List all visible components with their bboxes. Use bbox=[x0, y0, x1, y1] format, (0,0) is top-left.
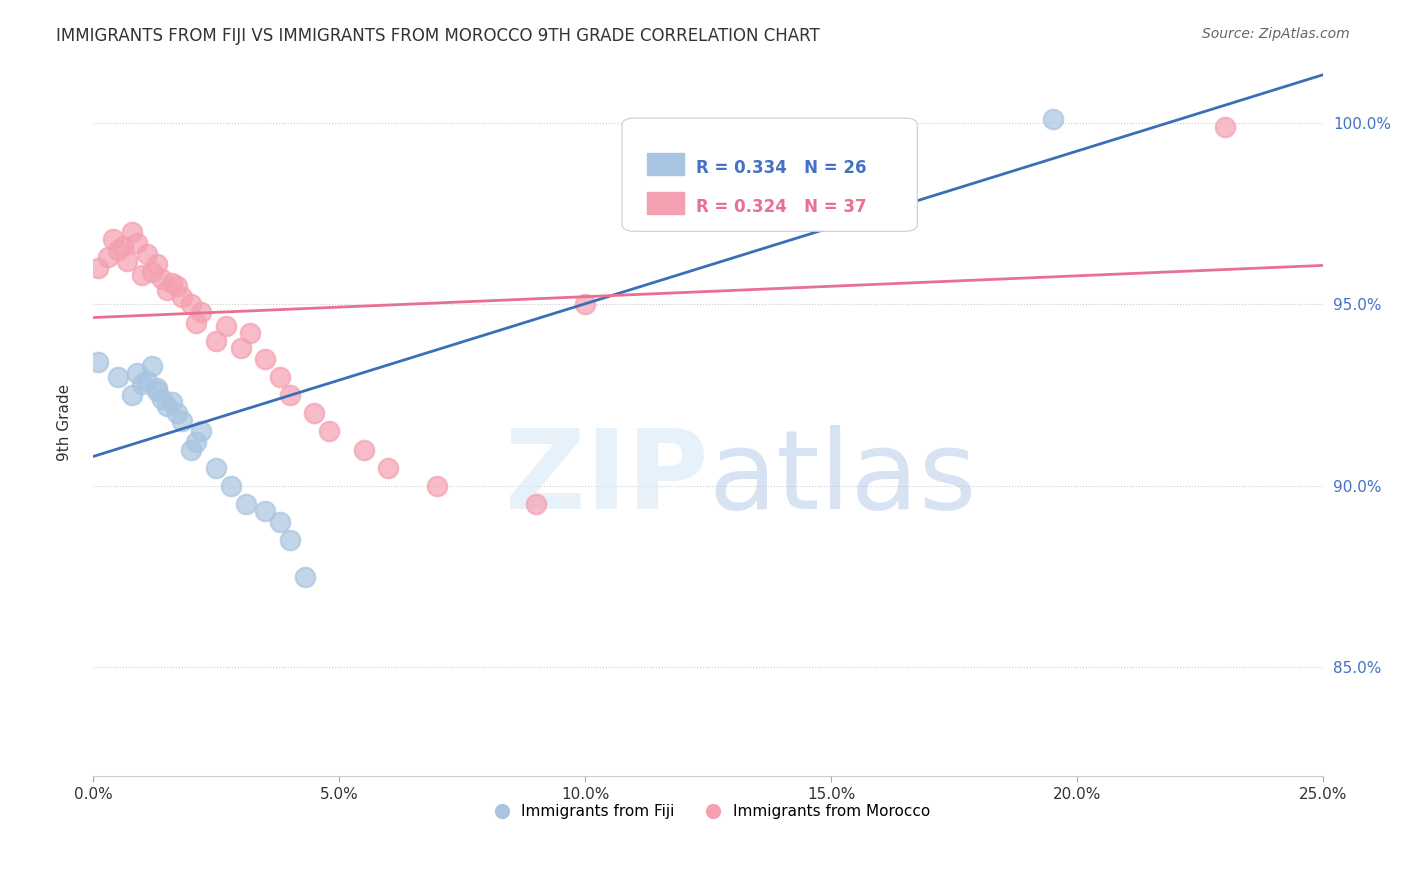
Point bbox=[146, 381, 169, 395]
Text: atlas: atlas bbox=[709, 425, 977, 533]
Point bbox=[318, 425, 340, 439]
Point bbox=[87, 355, 110, 369]
Point bbox=[186, 435, 208, 450]
Point bbox=[229, 341, 252, 355]
Point bbox=[127, 235, 149, 250]
Text: R = 0.334   N = 26: R = 0.334 N = 26 bbox=[696, 159, 866, 177]
Point bbox=[87, 261, 110, 276]
Bar bbox=[647, 193, 683, 213]
Point bbox=[353, 442, 375, 457]
Point bbox=[127, 367, 149, 381]
Point bbox=[117, 253, 139, 268]
Point bbox=[215, 319, 238, 334]
Point bbox=[190, 304, 212, 318]
Point bbox=[239, 326, 262, 341]
Point bbox=[219, 479, 242, 493]
Point bbox=[1042, 112, 1064, 127]
Point bbox=[377, 460, 399, 475]
Point bbox=[190, 425, 212, 439]
Point bbox=[107, 243, 129, 257]
Point bbox=[131, 268, 153, 283]
Point bbox=[235, 497, 257, 511]
Point bbox=[170, 413, 193, 427]
Text: IMMIGRANTS FROM FIJI VS IMMIGRANTS FROM MOROCCO 9TH GRADE CORRELATION CHART: IMMIGRANTS FROM FIJI VS IMMIGRANTS FROM … bbox=[56, 27, 820, 45]
Point bbox=[101, 232, 124, 246]
Point bbox=[269, 370, 291, 384]
Point bbox=[278, 533, 301, 548]
Point bbox=[205, 460, 228, 475]
Point bbox=[121, 225, 143, 239]
Point bbox=[141, 265, 163, 279]
Point bbox=[166, 406, 188, 420]
Point bbox=[186, 316, 208, 330]
Point bbox=[278, 388, 301, 402]
Point bbox=[160, 276, 183, 290]
Bar bbox=[647, 153, 683, 175]
Point bbox=[180, 442, 202, 457]
Point bbox=[131, 377, 153, 392]
Point bbox=[146, 258, 169, 272]
Point bbox=[304, 406, 326, 420]
Point bbox=[524, 497, 547, 511]
FancyBboxPatch shape bbox=[621, 118, 917, 231]
Point bbox=[796, 123, 818, 137]
Point bbox=[254, 504, 277, 518]
Point bbox=[156, 283, 179, 297]
Point bbox=[107, 370, 129, 384]
Point bbox=[166, 279, 188, 293]
Point bbox=[820, 153, 842, 167]
Point bbox=[121, 388, 143, 402]
Point bbox=[205, 334, 228, 348]
Point bbox=[294, 569, 316, 583]
Point bbox=[97, 250, 120, 264]
Point bbox=[136, 374, 159, 388]
Point bbox=[672, 188, 695, 202]
Point bbox=[170, 290, 193, 304]
Point bbox=[146, 384, 169, 399]
Point bbox=[1213, 120, 1236, 134]
Point bbox=[136, 246, 159, 260]
Point bbox=[426, 479, 449, 493]
Legend: Immigrants from Fiji, Immigrants from Morocco: Immigrants from Fiji, Immigrants from Mo… bbox=[479, 798, 936, 825]
Text: R = 0.324   N = 37: R = 0.324 N = 37 bbox=[696, 198, 866, 216]
Point bbox=[141, 359, 163, 373]
Text: ZIP: ZIP bbox=[505, 425, 709, 533]
Point bbox=[574, 297, 596, 311]
Point bbox=[150, 392, 173, 406]
Point bbox=[111, 239, 134, 253]
Point bbox=[150, 272, 173, 286]
Point bbox=[160, 395, 183, 409]
Y-axis label: 9th Grade: 9th Grade bbox=[58, 384, 72, 461]
Text: Source: ZipAtlas.com: Source: ZipAtlas.com bbox=[1202, 27, 1350, 41]
Point bbox=[254, 351, 277, 366]
Point bbox=[180, 297, 202, 311]
Point bbox=[269, 515, 291, 529]
Point bbox=[156, 399, 179, 413]
